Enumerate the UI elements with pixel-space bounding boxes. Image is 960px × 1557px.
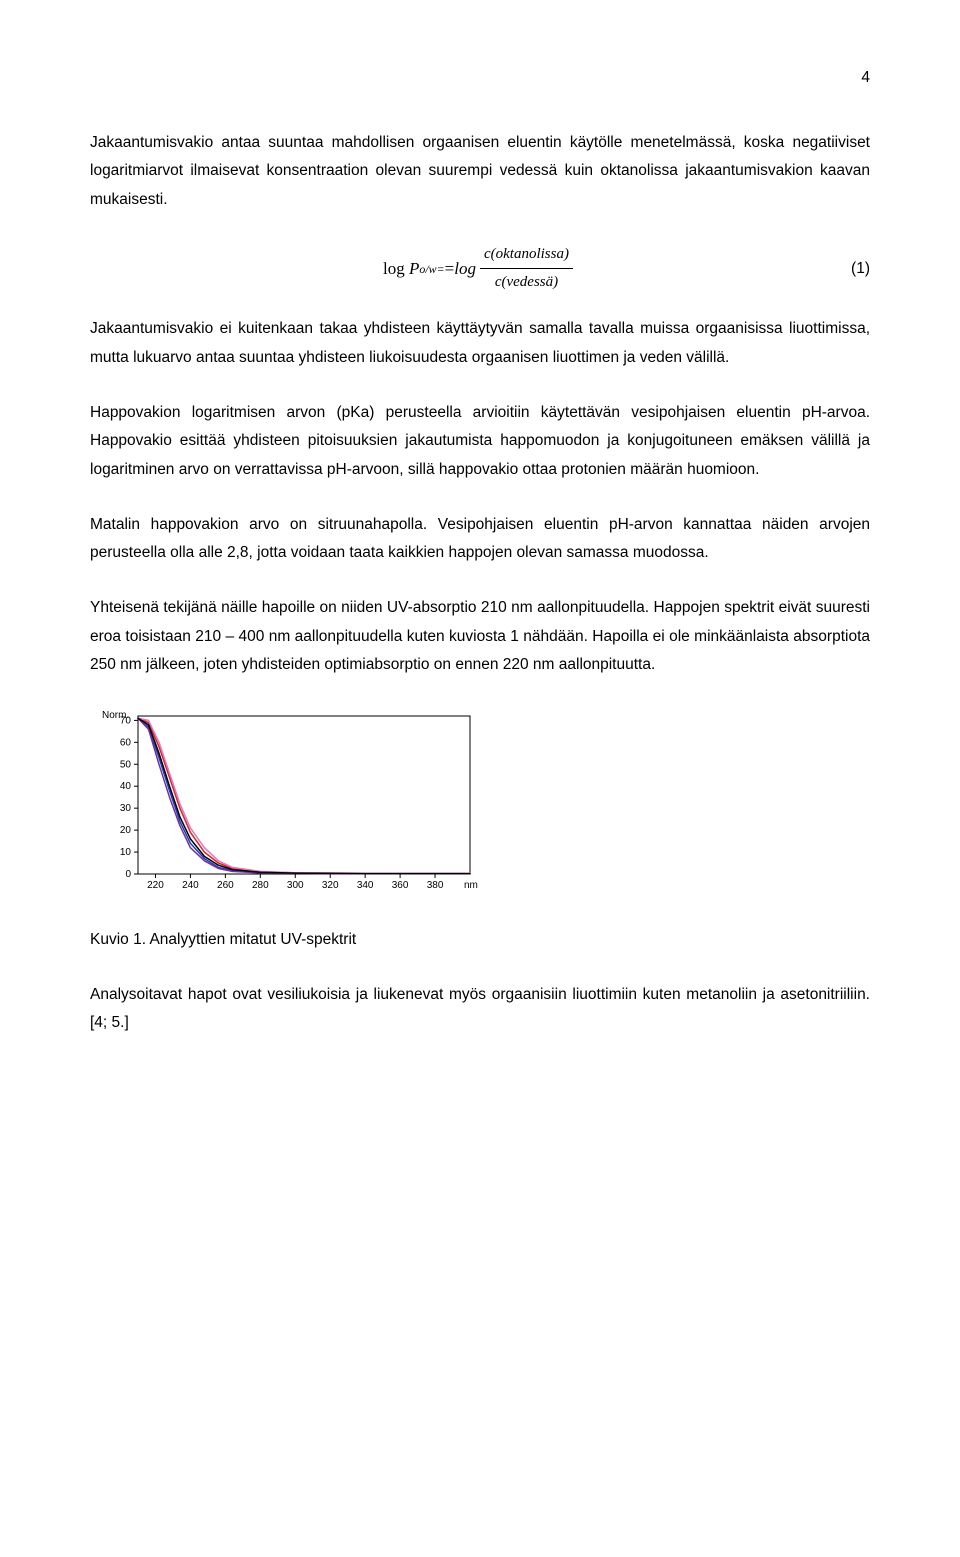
uv-spectra-chart: 010203040506070Norm.22024026028030032034…: [90, 706, 490, 896]
svg-text:60: 60: [120, 737, 132, 748]
svg-text:260: 260: [217, 880, 234, 891]
svg-text:10: 10: [120, 847, 132, 858]
equation-1: log P o/w= = log c(oktanolissa) c(vedess…: [90, 241, 870, 298]
svg-text:340: 340: [357, 880, 374, 891]
paragraph-5: Yhteisenä tekijänä näille hapoille on ni…: [90, 594, 870, 680]
eq-rhs-log: log: [454, 253, 476, 284]
eq-fraction: c(oktanolissa) c(vedessä): [480, 241, 573, 298]
chart-svg: 010203040506070Norm.22024026028030032034…: [90, 706, 490, 896]
eq-lhs-p: P: [409, 253, 419, 284]
eq-frac-den: c(vedessä): [480, 269, 573, 297]
svg-text:220: 220: [147, 880, 164, 891]
eq-lhs-log: log: [383, 253, 405, 284]
paragraph-4: Matalin happovakion arvo on sitruunahapo…: [90, 511, 870, 568]
svg-text:240: 240: [182, 880, 199, 891]
paragraph-3: Happovakion logaritmisen arvon (pKa) per…: [90, 399, 870, 485]
svg-text:300: 300: [287, 880, 304, 891]
eq-number: (1): [851, 255, 870, 284]
paragraph-6: Analysoitavat hapot ovat vesiliukoisia j…: [90, 981, 870, 1038]
eq-equals: =: [445, 253, 455, 284]
svg-text:0: 0: [125, 869, 131, 880]
paragraph-1: Jakaantumisvakio antaa suuntaa mahdollis…: [90, 129, 870, 215]
svg-text:40: 40: [120, 781, 132, 792]
paragraph-2: Jakaantumisvakio ei kuitenkaan takaa yhd…: [90, 315, 870, 372]
svg-text:30: 30: [120, 803, 132, 814]
figure-caption: Kuvio 1. Analyyttien mitatut UV-spektrit: [90, 926, 870, 955]
svg-text:320: 320: [322, 880, 339, 891]
svg-text:380: 380: [427, 880, 444, 891]
svg-text:20: 20: [120, 825, 132, 836]
eq-frac-num: c(oktanolissa): [480, 241, 573, 270]
svg-text:280: 280: [252, 880, 269, 891]
svg-text:50: 50: [120, 759, 132, 770]
svg-text:360: 360: [392, 880, 409, 891]
page-number: 4: [90, 64, 870, 93]
svg-text:Norm.: Norm.: [102, 710, 129, 721]
eq-lhs-sub: o/w=: [419, 258, 444, 280]
svg-text:nm: nm: [464, 880, 478, 891]
